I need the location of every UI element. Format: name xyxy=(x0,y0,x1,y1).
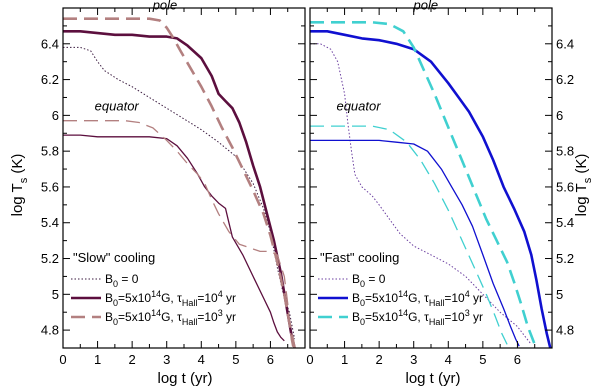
x-tick-label: 5 xyxy=(232,352,239,367)
y-tick-label: 5.6 xyxy=(556,179,574,194)
series-group xyxy=(310,21,552,348)
x-tick-label: 2 xyxy=(129,352,136,367)
y-tick-label: 5 xyxy=(556,287,563,302)
series-group xyxy=(63,17,296,348)
series-line-eq_hall1e3 xyxy=(310,125,508,345)
series-line-pole_hall1e4 xyxy=(63,30,296,348)
y-tick-label: 6 xyxy=(556,108,563,123)
annotation-equator: equator xyxy=(336,98,381,113)
y-tick-label: 6 xyxy=(52,108,59,123)
x-tick-label: 2 xyxy=(376,352,383,367)
series-line-b0_zero xyxy=(310,43,532,345)
y-tick-label: 6.2 xyxy=(556,72,574,87)
x-tick-label: 0 xyxy=(59,352,66,367)
y-tick-label: 5.4 xyxy=(41,215,59,230)
x-tick-label: 4 xyxy=(445,352,452,367)
series-line-eq_hall1e3 xyxy=(63,120,294,348)
fast-cooling-panel: 0 1 2 3 4 5 6 4.8 5 5.2 5.4 5.6 5.8 6 6.2 6.4 pole equato… xyxy=(306,0,574,367)
y-tick-label: 6.4 xyxy=(41,36,59,51)
y-tick-label: 5.6 xyxy=(41,179,59,194)
y-tick-label: 6.4 xyxy=(556,36,574,51)
x-tick-label: 3 xyxy=(410,352,417,367)
y-tick-label: 5.2 xyxy=(41,251,59,266)
y-tick-label: 5.8 xyxy=(41,144,59,159)
y-axis-label-right-sub: s xyxy=(582,177,594,183)
y-axis-label-left: log Ts (K) xyxy=(9,154,30,217)
y-axis-label-right: log Ts (K) xyxy=(573,154,594,217)
legend-label-b0_zero: B0 = 0 xyxy=(352,272,386,289)
y-axis-label-left-sub: s xyxy=(18,177,30,183)
y-axis-label-right-unit: (K) xyxy=(573,154,590,178)
x-tick-label: 1 xyxy=(94,352,101,367)
y-tick-label: 5 xyxy=(52,287,59,302)
y-tick-label: 6.2 xyxy=(41,72,59,87)
legend-label-b0_zero: B0 = 0 xyxy=(105,272,139,289)
series-line-eq_hall1e4 xyxy=(310,139,520,347)
legend-label-pole_hall1e4: B0=5x1014G, τHall=104 yr xyxy=(352,289,483,308)
x-tick-label: 6 xyxy=(514,352,521,367)
slow-cooling-panel: 0 1 2 3 4 5 6 4.8 5 5.2 5.4 5.6 5.8 6 6.2 6.4 pole equato… xyxy=(41,0,306,367)
x-tick-label: 6 xyxy=(267,352,274,367)
annotation-pole: pole xyxy=(152,0,178,12)
x-axis-label-left: log t (yr) xyxy=(157,370,212,387)
legend-label-pole_hall1e3: B0=5x1014G, τHall=103 yr xyxy=(352,308,483,327)
y-tick-label: 5.8 xyxy=(556,144,574,159)
annotation-pole: pole xyxy=(413,0,439,12)
y-tick-label: 4.8 xyxy=(556,323,574,338)
y-axis-label-right-main: log T xyxy=(573,183,590,216)
series-line-eq_hall1e4 xyxy=(63,134,285,342)
annotation-equator: equator xyxy=(95,98,140,113)
x-tick-label: 0 xyxy=(306,352,313,367)
legend-title: "Fast" cooling xyxy=(320,250,399,265)
y-axis-label-left-main: log T xyxy=(9,183,26,216)
x-axis-label-right: log t (yr) xyxy=(405,370,460,387)
series-line-pole_hall1e4 xyxy=(310,30,552,348)
y-tick-label: 4.8 xyxy=(41,323,59,338)
y-axis-label-left-unit: (K) xyxy=(9,154,26,178)
x-tick-label: 1 xyxy=(341,352,348,367)
y-tick-label: 5.4 xyxy=(556,215,574,230)
x-tick-label: 4 xyxy=(198,352,205,367)
legend-label-pole_hall1e3: B0=5x1014G, τHall=103 yr xyxy=(105,308,236,327)
legend-label-pole_hall1e4: B0=5x1014G, τHall=104 yr xyxy=(105,289,236,308)
series-line-pole_hall1e3 xyxy=(310,21,540,348)
legend-title: "Slow" cooling xyxy=(73,250,155,265)
x-tick-label: 3 xyxy=(163,352,170,367)
y-tick-label: 5.2 xyxy=(556,251,574,266)
x-tick-label: 5 xyxy=(479,352,486,367)
